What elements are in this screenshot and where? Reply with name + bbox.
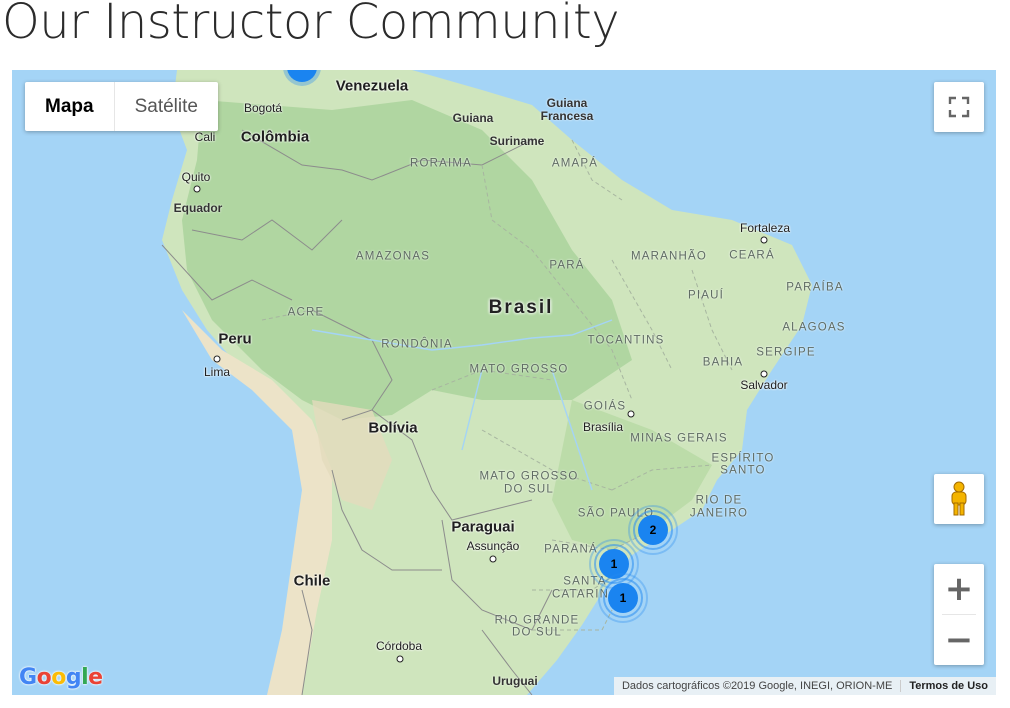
minus-icon: − [944,620,974,660]
label-alagoas: ALAGOAS [782,321,846,334]
label-paraiba: PARAÍBA [786,281,844,294]
city-dot-brasilia [627,410,635,418]
google-logo: Google Google [19,665,103,690]
cluster-count: 1 [608,583,638,613]
label-ceara: CEARÁ [729,249,775,262]
label-suriname: Suriname [489,134,545,148]
label-espirito-santo-2: SANTO [720,464,766,477]
label-bolivia: Bolívia [368,419,418,437]
street-view-button[interactable] [934,474,984,524]
city-dot-quito [193,185,201,193]
andes-desert [182,310,332,695]
cluster-ring [628,505,678,555]
label-brasilia: Brasília [582,420,624,434]
city-dot-fortaleza [760,236,768,244]
zoom-out-button[interactable]: − [934,615,984,665]
label-minas-gerais: MINAS GERAIS [630,432,728,445]
city-dot-cordoba [396,655,404,663]
map-type-satellite-button[interactable]: Satélite [134,96,198,117]
label-rgs-1: RIO GRANDE [494,614,580,627]
label-parana: PARANÁ [544,543,598,556]
label-assuncao: Assunção [466,539,520,553]
label-sergipe: SERGIPE [756,346,816,359]
map-base [12,70,996,695]
label-equador: Equador [173,201,223,215]
page-title: Our Instructor Community [2,0,620,50]
cluster-ring [598,573,648,623]
label-rio-2: JANEIRO [689,507,749,520]
city-dot-lima [213,355,221,363]
label-mato-grosso-sul-2: DO SUL [503,483,555,496]
label-mato-grosso: MATO GROSSO [469,363,569,376]
marker-cluster[interactable]: 2 [624,501,682,559]
label-para: PARÁ [549,259,585,272]
label-maranhao: MARANHÃO [630,250,708,263]
attribution-text: Dados cartográficos ©2019 Google, INEGI,… [621,680,893,692]
cluster-count: 2 [638,515,668,545]
label-quito: Quito [181,170,211,184]
label-paraguai: Paraguai [451,518,515,536]
label-guiana: Guiana [452,111,494,125]
highlands [312,400,392,510]
map[interactable]: Venezuela Colômbia Guiana Guiana Frances… [12,70,996,695]
label-bahia: BAHIA [702,356,744,369]
offscreen-marker[interactable] [287,70,317,82]
fullscreen-icon [948,96,970,118]
label-peru: Peru [218,330,252,348]
marker-cluster[interactable]: 1 [594,569,652,627]
label-rgs-2: DO SUL [511,626,563,639]
city-dot-salvador [760,370,768,378]
terms-link[interactable]: Termos de Uso [900,680,996,692]
plus-icon: + [944,569,974,609]
label-fortaleza: Fortaleza [739,221,791,235]
label-cordoba: Córdoba [375,639,423,653]
label-amapa: AMAPÁ [551,157,599,170]
label-mato-grosso-sul-1: MATO GROSSO [479,470,579,483]
fullscreen-button[interactable] [934,82,984,132]
label-acre: ACRE [287,306,325,319]
zoom-in-button[interactable]: + [934,564,984,614]
label-brasil: Brasil [488,297,554,318]
label-rio-1: RIO DE [695,494,743,507]
label-salvador: Salvador [740,378,788,392]
label-lima: Lima [203,365,231,379]
atlantic-forest [552,400,712,550]
label-guiana-francesa: Guiana Francesa [540,96,594,123]
label-tocantins: TOCANTINS [587,334,665,347]
label-cali: Cali [194,130,216,144]
label-roraima: RORAIMA [409,157,473,170]
label-piaui: PIAUÍ [687,289,725,302]
city-dot-assuncao [489,555,497,563]
label-uruguai: Uruguai [492,674,538,688]
map-type-control: Mapa Satélite [25,82,218,131]
pegman-icon [951,481,967,516]
map-type-map-button[interactable]: Mapa [25,82,115,131]
label-colombia: Colômbia [240,128,310,146]
label-goias: GOIÁS [583,400,627,413]
label-chile: Chile [293,572,331,590]
zoom-control: + − [934,564,984,665]
label-bogota: Bogotá [243,101,283,115]
label-venezuela: Venezuela [335,77,409,95]
label-rondonia: RONDÔNIA [381,338,453,351]
label-espirito-santo-1: ESPÍRITO [711,452,775,465]
map-attribution: Dados cartográficos ©2019 Google, INEGI,… [613,677,996,695]
zoom-divider [942,614,976,615]
label-amazonas: AMAZONAS [355,250,431,263]
